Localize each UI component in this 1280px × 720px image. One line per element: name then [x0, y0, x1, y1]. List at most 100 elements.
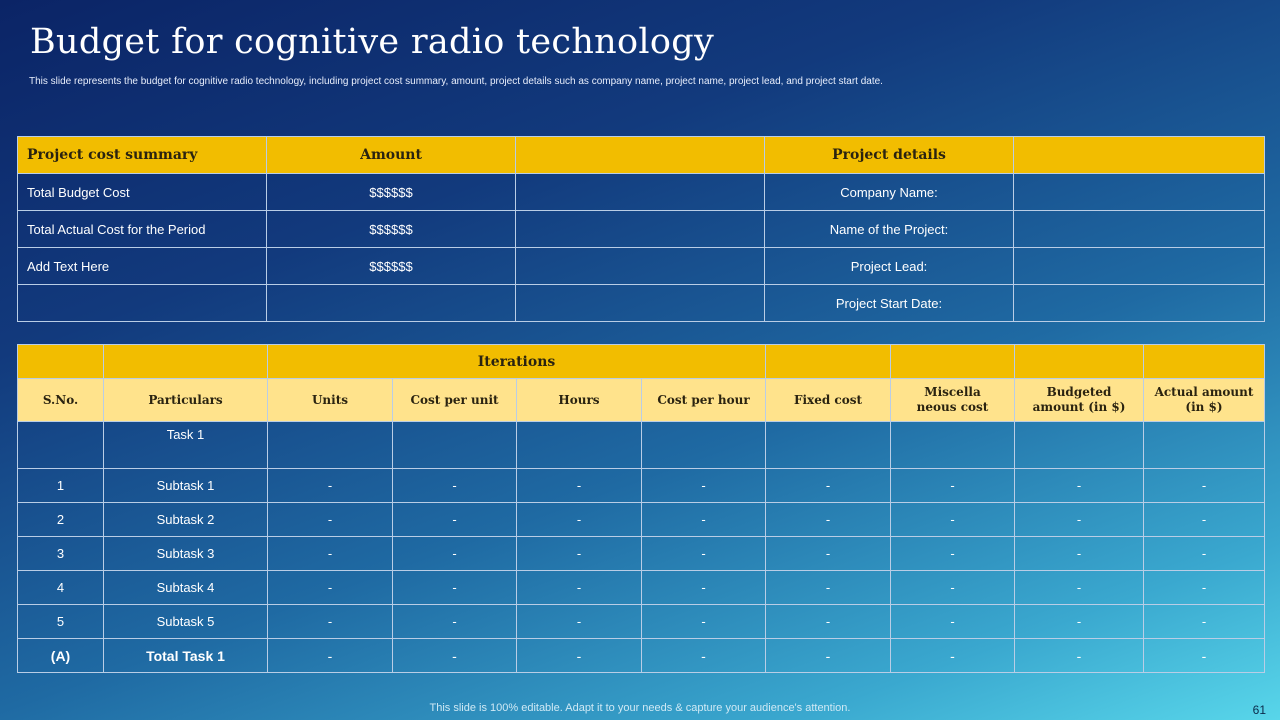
total-cell: -: [765, 638, 891, 673]
table-cell: -: [890, 536, 1015, 571]
table-cell: 1: [17, 468, 104, 503]
summary-row: Total Budget Cost $$$$$$ Company Name:: [17, 173, 1265, 211]
blank-cell: [267, 421, 393, 469]
summary-cell: Company Name:: [764, 173, 1014, 211]
table-cell: -: [1014, 536, 1144, 571]
table-cell: -: [1014, 502, 1144, 537]
table-cell: -: [1014, 604, 1144, 639]
table-cell: -: [890, 604, 1015, 639]
table-cell: -: [641, 570, 766, 605]
table-cell: 3: [17, 536, 104, 571]
slide-title: Budget for cognitive radio technology: [30, 22, 715, 62]
table-cell: -: [516, 468, 642, 503]
summary-row: Add Text Here $$$$$$ Project Lead:: [17, 247, 1265, 285]
table-cell: Subtask 3: [103, 536, 268, 571]
column-header: Hours: [516, 378, 642, 422]
blank-cell: [765, 421, 891, 469]
summary-cell: [515, 173, 765, 211]
table-row: 2 Subtask 2--------: [17, 502, 1265, 537]
table-cell: -: [890, 570, 1015, 605]
blank-cell: [641, 421, 766, 469]
summary-cell: Total Actual Cost for the Period: [17, 210, 267, 248]
blank-cell: [17, 421, 104, 469]
summary-cell: [266, 284, 516, 322]
summary-cell: Project Lead:: [764, 247, 1014, 285]
table-cell: -: [890, 468, 1015, 503]
column-header: Actual amount (in $): [1143, 378, 1265, 422]
table-cell: -: [267, 468, 393, 503]
total-cell: -: [516, 638, 642, 673]
table-cell: -: [516, 502, 642, 537]
summary-cell: $$$$$$: [266, 247, 516, 285]
column-header: Units: [267, 378, 393, 422]
total-cell: -: [641, 638, 766, 673]
table-cell: -: [392, 604, 517, 639]
table-cell: -: [890, 502, 1015, 537]
table-cell: -: [267, 570, 393, 605]
column-header: Cost per hour: [641, 378, 766, 422]
blank-cell: [516, 421, 642, 469]
table-cell: -: [516, 604, 642, 639]
table-cell: -: [765, 468, 891, 503]
task-row: Task 1: [17, 421, 1265, 469]
table-cell: -: [267, 502, 393, 537]
summary-cell: [1013, 284, 1265, 322]
column-header: Particulars: [103, 378, 268, 422]
table-cell: -: [392, 502, 517, 537]
summary-header-cell: [515, 136, 765, 174]
summary-cell: [1013, 210, 1265, 248]
summary-cell: [515, 247, 765, 285]
project-cost-summary-table: Project cost summary Amount Project deta…: [17, 136, 1265, 322]
summary-cell: Name of the Project:: [764, 210, 1014, 248]
summary-cell: [515, 210, 765, 248]
table-cell: -: [765, 536, 891, 571]
table-row: 5 Subtask 5--------: [17, 604, 1265, 639]
iterations-group-row: Iterations: [17, 344, 1265, 379]
blank-cell: [1143, 421, 1265, 469]
blank-cell: [890, 344, 1015, 379]
summary-row: Project Start Date:: [17, 284, 1265, 322]
iterations-table: Iterations S.No. Particulars Units Cost …: [17, 344, 1265, 673]
total-cell: -: [890, 638, 1015, 673]
summary-cell: $$$$$$: [266, 173, 516, 211]
table-cell: -: [516, 570, 642, 605]
task-label: Task 1: [103, 421, 268, 469]
blank-cell: [392, 421, 517, 469]
total-cell: Total Task 1: [103, 638, 268, 673]
table-cell: -: [392, 468, 517, 503]
iterations-header: Iterations: [267, 344, 766, 379]
summary-cell: [515, 284, 765, 322]
subtask-rows: 1 Subtask 1- - - - - - - -2 Subtask 2- - - - - - - -3 Sub…: [17, 468, 1265, 639]
table-cell: -: [641, 502, 766, 537]
column-header-row: S.No. Particulars Units Cost per unit Ho…: [17, 378, 1265, 422]
column-header: Fixed cost: [765, 378, 891, 422]
table-cell: -: [1143, 604, 1265, 639]
column-header: Budgeted amount (in $): [1014, 378, 1144, 422]
summary-header-cell: Project cost summary: [17, 136, 267, 174]
table-cell: -: [1143, 570, 1265, 605]
table-cell: -: [641, 468, 766, 503]
summary-cell: Project Start Date:: [764, 284, 1014, 322]
table-cell: -: [1014, 570, 1144, 605]
footer-note: This slide is 100% editable. Adapt it to…: [429, 702, 851, 714]
total-cell: -: [1143, 638, 1265, 673]
table-cell: 2: [17, 502, 104, 537]
summary-header-cell: Amount: [266, 136, 516, 174]
table-cell: -: [267, 536, 393, 571]
summary-cell: Total Budget Cost: [17, 173, 267, 211]
blank-cell: [765, 344, 891, 379]
table-cell: Subtask 5: [103, 604, 268, 639]
table-cell: -: [1143, 536, 1265, 571]
summary-header-cell: Project details: [764, 136, 1014, 174]
table-cell: -: [765, 502, 891, 537]
table-cell: 4: [17, 570, 104, 605]
table-cell: Subtask 2: [103, 502, 268, 537]
table-cell: -: [765, 570, 891, 605]
table-cell: -: [516, 536, 642, 571]
table-cell: -: [1143, 468, 1265, 503]
table-cell: -: [641, 604, 766, 639]
table-cell: Subtask 1: [103, 468, 268, 503]
total-cell: -: [267, 638, 393, 673]
table-cell: -: [765, 604, 891, 639]
blank-cell: [17, 344, 104, 379]
